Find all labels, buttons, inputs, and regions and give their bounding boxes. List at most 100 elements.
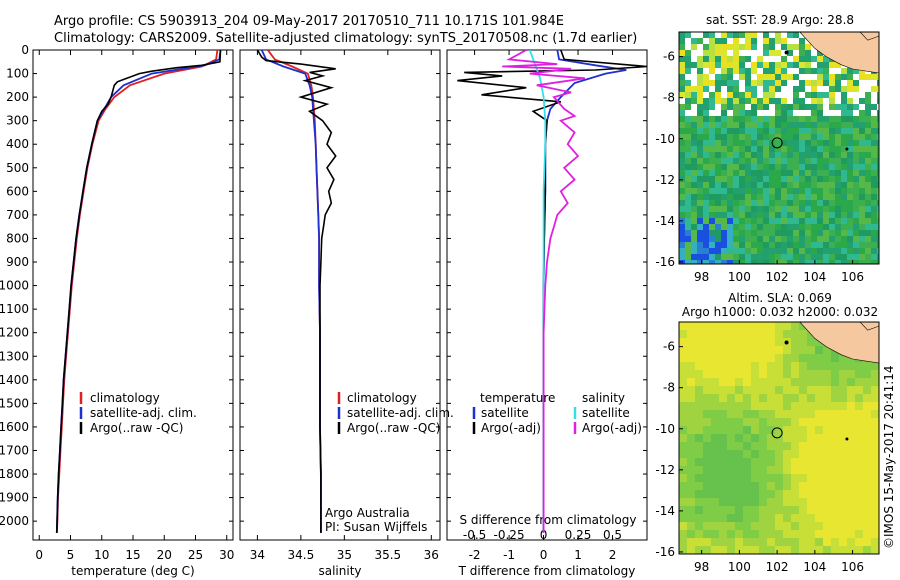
map-cell: [847, 378, 855, 386]
map-cell: [715, 98, 721, 104]
map-cell: [781, 32, 787, 38]
map-cell: [855, 538, 863, 546]
map-cell: [829, 86, 835, 92]
map-cell: [799, 38, 805, 44]
map-cell: [751, 254, 757, 260]
map-cell: [691, 182, 697, 188]
map-cell: [805, 254, 811, 260]
map-cell: [703, 498, 711, 506]
map-cell: [721, 170, 727, 176]
map-cell: [767, 338, 775, 346]
map-cell: [775, 62, 781, 68]
map-cell: [679, 354, 687, 362]
map-cell: [709, 62, 715, 68]
map-cell: [877, 200, 879, 206]
map-cell: [709, 68, 715, 74]
map-cell: [859, 212, 865, 218]
map-cell: [727, 194, 733, 200]
legend-t-satellite: satellite: [481, 406, 529, 420]
map-cell: [855, 386, 863, 394]
map-cell: [721, 98, 727, 104]
legend-climatology: climatology: [347, 391, 417, 405]
map-cell: [679, 434, 687, 442]
map-cell: [735, 522, 743, 530]
map-cell: [757, 230, 763, 236]
map-cell: [805, 62, 811, 68]
x-tick-label: 1: [574, 548, 582, 562]
map-cell: [715, 194, 721, 200]
map-cell: [711, 514, 719, 522]
map-cell: [757, 248, 763, 254]
map-cell: [721, 128, 727, 134]
map-cell: [787, 134, 793, 140]
map-cell: [685, 212, 691, 218]
map-cell: [823, 128, 829, 134]
map-cell: [793, 200, 799, 206]
map-cell: [871, 188, 877, 194]
map-cell: [685, 74, 691, 80]
map-cell: [847, 236, 853, 242]
map-cell: [855, 434, 863, 442]
map-cell: [751, 158, 757, 164]
map-cell: [865, 248, 871, 254]
map-cell: [733, 200, 739, 206]
map-cell: [685, 62, 691, 68]
map-cell: [791, 426, 799, 434]
map-cell: [733, 224, 739, 230]
map-cell: [871, 362, 879, 370]
map-cell: [721, 254, 727, 260]
map-cell: [835, 98, 841, 104]
map-cell: [807, 354, 815, 362]
map-cell: [695, 442, 703, 450]
map-cell: [711, 530, 719, 538]
map-cell: [727, 466, 735, 474]
map-cell: [859, 98, 865, 104]
map-cell: [839, 458, 847, 466]
map-cell: [799, 74, 805, 80]
map-cell: [735, 514, 743, 522]
map-cell: [775, 110, 781, 116]
map-cell: [829, 260, 835, 264]
map-cell: [715, 212, 721, 218]
map-cell: [781, 134, 787, 140]
map-cell: [709, 50, 715, 56]
map-cell: [733, 104, 739, 110]
map-cell: [775, 50, 781, 56]
map-cell: [711, 378, 719, 386]
map-cell: [817, 230, 823, 236]
map-cell: [703, 254, 709, 260]
map-cell: [847, 170, 853, 176]
map-cell: [787, 200, 793, 206]
map-cell: [709, 200, 715, 206]
map-cell: [715, 230, 721, 236]
map-cell: [679, 506, 687, 514]
map-cell: [841, 74, 847, 80]
map-cell: [775, 354, 783, 362]
map-cell: [835, 224, 841, 230]
map-cell: [775, 44, 781, 50]
map-cell: [783, 402, 791, 410]
map-cell: [799, 44, 805, 50]
map-cell: [783, 442, 791, 450]
map-cell: [811, 134, 817, 140]
map-cell: [853, 74, 859, 80]
map-cell: [711, 346, 719, 354]
map-cell: [719, 330, 727, 338]
map-cell: [865, 194, 871, 200]
map-cell: [811, 74, 817, 80]
map-cell: [787, 194, 793, 200]
map-cell: [877, 158, 879, 164]
map-cell: [799, 434, 807, 442]
map-cell: [695, 378, 703, 386]
map-cell: [703, 122, 709, 128]
map-cell: [855, 522, 863, 530]
map-cell: [799, 418, 807, 426]
map-cell: [709, 230, 715, 236]
map-cell: [721, 44, 727, 50]
map-cell: [769, 218, 775, 224]
island-marker: [845, 147, 849, 151]
map-cell: [743, 514, 751, 522]
map-cell: [691, 44, 697, 50]
map-cell: [781, 164, 787, 170]
map-cell: [781, 254, 787, 260]
